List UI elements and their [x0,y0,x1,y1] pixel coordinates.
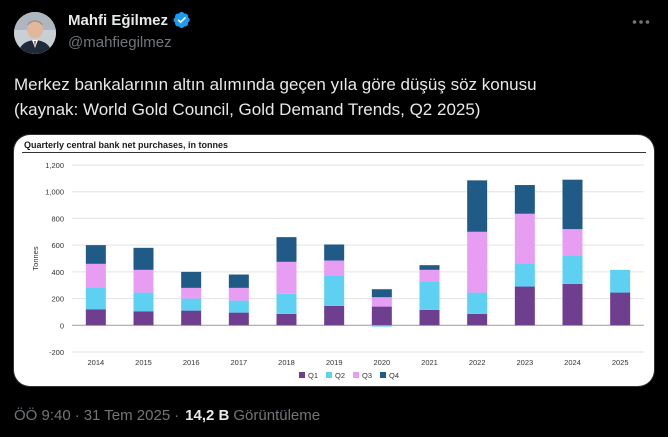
bar-2015-Q1 [133,311,154,326]
legend-swatch-Q1 [299,372,305,378]
footer-separator: · [74,407,80,424]
x-tick-label: 2014 [87,358,104,367]
bar-2019-Q2 [324,275,345,306]
y-tick-label: 800 [51,214,64,223]
bar-2016-Q1 [181,310,202,326]
bar-2020-Q2 [371,325,392,327]
tweet-text-line-1: Merkez bankalarının altın alımında geçen… [14,75,537,94]
x-tick-label: 2024 [564,358,581,367]
legend-swatch-Q4 [380,372,386,378]
bar-2016-Q4 [181,271,202,288]
bar-2021-Q1 [419,309,440,326]
bar-2024-Q2 [562,255,583,284]
bar-2021-Q3 [419,269,440,282]
y-tick-label: 1,000 [45,188,64,197]
tweet-media-chart[interactable]: Quarterly central bank net purchases, in… [14,135,654,386]
x-tick-label: 2025 [612,358,629,367]
legend-swatch-Q2 [326,372,332,378]
y-tick-label: 1,200 [45,161,64,170]
author-display-name[interactable]: Mahfi Eğilmez [68,11,169,29]
bar-2021-Q2 [419,281,440,310]
bar-2016-Q2 [181,298,202,311]
chart-title-rule [22,152,646,153]
bar-2014-Q2 [85,287,106,310]
bar-2017-Q1 [228,312,249,326]
bar-2025-Q1 [610,292,631,326]
x-tick-label: 2015 [135,358,152,367]
bar-2024-Q3 [562,229,583,256]
y-tick-label: 400 [51,268,64,277]
x-tick-label: 2018 [278,358,295,367]
verified-badge-icon [173,11,190,29]
y-tick-label: 600 [51,241,64,250]
tweet-time[interactable]: ÖÖ 9:40 [14,407,71,424]
bar-2015-Q3 [133,269,154,293]
bar-2019-Q1 [324,305,345,326]
bar-2014-Q4 [85,245,106,264]
bar-2014-Q3 [85,263,106,288]
x-tick-label: 2017 [230,358,247,367]
legend-label-Q2: Q2 [335,371,345,380]
bar-2018-Q3 [276,261,297,294]
bar-2015-Q4 [133,247,154,270]
x-tick-label: 2021 [421,358,438,367]
tweet-text-line-2: (kaynak: World Gold Council, Gold Demand… [14,100,481,119]
y-axis-label: Tonnes [31,246,40,270]
bar-2018-Q2 [276,293,297,314]
bar-2018-Q4 [276,237,297,262]
legend-label-Q3: Q3 [362,371,372,380]
bar-2023-Q4 [514,185,535,214]
tweet-text: Merkez bankalarının altın alımında geçen… [14,72,654,122]
bar-2019-Q4 [324,244,345,261]
x-tick-label: 2016 [183,358,200,367]
bar-2017-Q3 [228,287,249,301]
x-tick-label: 2022 [469,358,486,367]
views-count[interactable]: 14,2 B [185,407,230,424]
bar-2015-Q2 [133,292,154,312]
legend-swatch-Q3 [353,372,359,378]
bar-2016-Q3 [181,287,202,299]
bar-2017-Q2 [228,300,249,313]
bar-2023-Q2 [514,263,535,287]
bar-2021-Q4 [419,265,440,270]
y-tick-label: 200 [51,295,64,304]
bar-2022-Q3 [467,231,488,293]
more-options-icon[interactable] [628,12,654,32]
chart-plot: -200 0 200 400 600 800 1,000 1,200 Tonnes 2014 201… [31,161,644,380]
legend-label-Q1: Q1 [308,371,318,380]
y-tick-label: -200 [49,348,64,357]
tweet-footer: ÖÖ 9:40 · 31 Tem 2025 · 14,2 B Görüntüle… [14,407,320,424]
bar-2023-Q3 [514,213,535,264]
tweet-date[interactable]: 31 Tem 2025 [83,407,171,424]
bar-2018-Q1 [276,313,297,326]
y-tick-label: 0 [60,321,64,330]
author-handle[interactable]: @mahfiegilmez [68,34,172,51]
views-label: Görüntüleme [233,407,321,424]
bar-2019-Q3 [324,260,345,276]
bar-2022-Q4 [467,180,488,232]
x-tick-label: 2019 [326,358,343,367]
bar-2017-Q4 [228,274,249,288]
bar-2014-Q1 [85,309,106,326]
bar-2023-Q1 [514,286,535,326]
x-tick-label: 2020 [373,358,390,367]
chart-title: Quarterly central bank net purchases, in… [24,140,229,150]
bar-2020-Q1 [371,306,392,326]
legend-label-Q4: Q4 [389,371,399,380]
bar-2020-Q3 [371,297,392,307]
bar-2024-Q4 [562,179,583,230]
x-tick-label: 2023 [516,358,533,367]
bar-2024-Q1 [562,283,583,326]
bar-2025-Q2 [610,269,631,293]
bar-2022-Q1 [467,313,488,326]
avatar[interactable] [14,12,56,54]
bar-2022-Q2 [467,292,488,314]
bar-2020-Q4 [371,289,392,298]
footer-separator-2: · [174,407,180,424]
